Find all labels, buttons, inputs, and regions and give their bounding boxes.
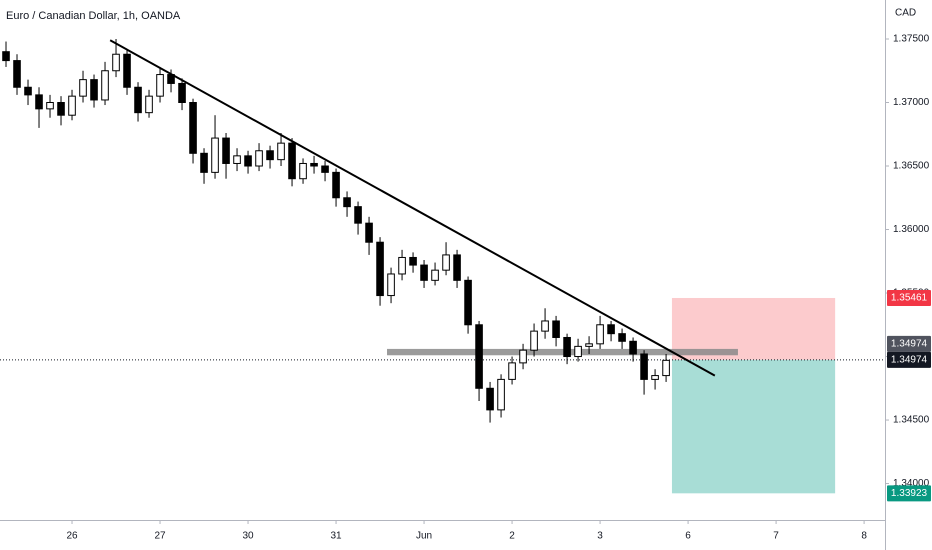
candle-body xyxy=(398,256,406,275)
candle-body xyxy=(431,269,439,281)
candle-body xyxy=(640,353,648,380)
candle-body xyxy=(244,155,252,167)
candle-body xyxy=(299,162,307,180)
candle-body xyxy=(321,165,329,173)
candle-body xyxy=(607,324,615,335)
x-tick-label: 26 xyxy=(66,531,78,542)
candle-body xyxy=(596,324,604,345)
support-zone xyxy=(387,348,738,356)
price-label-text: 1.33923 xyxy=(891,488,928,499)
x-tick-label: Jun xyxy=(416,531,432,542)
currency-label: CAD xyxy=(895,8,916,19)
candle-body xyxy=(563,336,571,358)
candle-body xyxy=(57,102,65,116)
y-tick-label: 1.37500 xyxy=(893,34,930,45)
candle-body xyxy=(134,86,142,114)
candle-body xyxy=(112,53,120,72)
x-tick-label: 27 xyxy=(154,531,166,542)
price-label-box xyxy=(887,351,931,368)
candle-body xyxy=(519,349,527,364)
y-tick-label: 1.36500 xyxy=(893,161,930,172)
candle-body xyxy=(222,137,230,164)
price-label-box xyxy=(887,335,931,352)
candle-body xyxy=(46,102,54,110)
candle-body xyxy=(288,142,296,180)
candle-body xyxy=(486,387,494,411)
price-label: 1.34974 xyxy=(887,335,931,352)
price-label-text: 1.35461 xyxy=(891,293,928,304)
candle-body xyxy=(387,273,395,297)
price-label-text: 1.34974 xyxy=(891,338,928,349)
candle-body xyxy=(420,264,428,281)
candle-body xyxy=(156,74,164,97)
candle-body xyxy=(277,142,285,161)
axes: 1.340001.345001.350001.355001.360001.365… xyxy=(66,34,931,542)
y-tick-label: 1.36000 xyxy=(893,224,930,235)
candle-body xyxy=(629,340,637,355)
candle-body xyxy=(2,51,10,62)
x-tick-label: 7 xyxy=(773,531,779,542)
candle-body xyxy=(13,60,21,88)
price-label-box xyxy=(887,485,931,502)
candle-body xyxy=(35,94,43,110)
candle-body xyxy=(662,359,670,377)
candle-body xyxy=(530,330,538,351)
target-zone xyxy=(671,359,836,494)
candle-body xyxy=(211,137,219,173)
candle-body xyxy=(376,241,384,297)
zones xyxy=(0,297,885,494)
candle-body xyxy=(354,206,362,224)
x-tick-label: 31 xyxy=(330,531,342,542)
candle-body xyxy=(552,320,560,338)
candles xyxy=(2,38,670,423)
price-label: 1.33923 xyxy=(887,485,931,502)
candle-body xyxy=(497,378,505,411)
candle-body xyxy=(618,333,626,342)
candle-body xyxy=(68,95,76,116)
candle-body xyxy=(365,222,373,243)
candle-body xyxy=(574,345,582,358)
candle-body xyxy=(178,82,186,104)
candle-body xyxy=(464,279,472,326)
y-tick-label: 1.34000 xyxy=(893,478,930,489)
x-tick-label: 2 xyxy=(509,531,515,542)
candle-body xyxy=(200,152,208,173)
candle-body xyxy=(475,324,483,389)
price-label-box xyxy=(887,289,931,306)
candle-body xyxy=(453,254,461,281)
candle-body xyxy=(442,254,450,271)
chart-title: Euro / Canadian Dollar, 1h, OANDA xyxy=(6,10,181,22)
candle-body xyxy=(255,150,263,167)
y-tick-label: 1.34500 xyxy=(893,415,930,426)
price-label: 1.34974 xyxy=(887,351,931,368)
trendline xyxy=(109,39,716,377)
x-tick-label: 3 xyxy=(597,531,603,542)
candle-body xyxy=(508,362,516,380)
x-tick-label: 6 xyxy=(685,531,691,542)
candle-body xyxy=(233,155,241,164)
candle-body xyxy=(541,320,549,332)
candle-body xyxy=(266,150,274,161)
x-tick-label: 30 xyxy=(242,531,254,542)
price-label-text: 1.34974 xyxy=(891,354,928,365)
candle-body xyxy=(145,95,153,114)
candle-body xyxy=(189,102,197,154)
candle-body xyxy=(409,256,417,266)
price-label: 1.35461 xyxy=(887,289,931,306)
candle-body xyxy=(651,375,659,380)
candle-body xyxy=(79,79,87,97)
candle-body xyxy=(332,171,340,199)
candle-body xyxy=(585,343,593,347)
candle-body xyxy=(90,79,98,101)
y-tick-label: 1.37000 xyxy=(893,97,930,108)
candle-body xyxy=(123,53,131,88)
drawings xyxy=(109,39,716,377)
candle-body xyxy=(310,162,318,167)
candle-body xyxy=(24,86,32,96)
candle-body xyxy=(343,197,351,208)
x-tick-label: 8 xyxy=(861,531,867,542)
candle-body xyxy=(101,70,109,101)
